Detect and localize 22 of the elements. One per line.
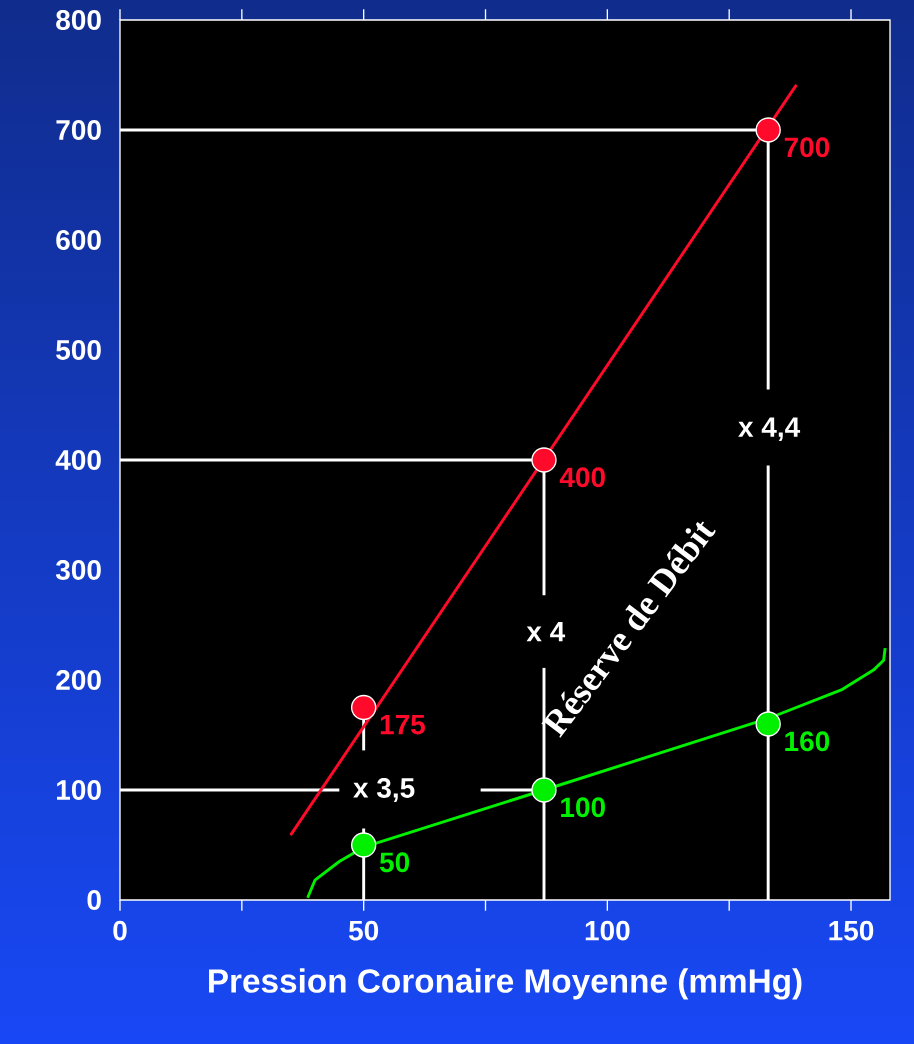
data-label: 50 xyxy=(379,852,410,873)
annotation: x 3,5 xyxy=(353,778,415,802)
annotation: x 4,4 xyxy=(738,417,801,441)
x-tick-label: 50 xyxy=(348,920,379,941)
data-label: 100 xyxy=(561,797,605,818)
x-axis-title: Pression Coronaire Moyenne (mmHg) xyxy=(209,968,802,1000)
y-tick-label: 400 xyxy=(55,450,101,470)
data-label: 400 xyxy=(559,467,605,488)
y-tick-label: 0 xyxy=(87,890,101,910)
y-tick-label: 500 xyxy=(56,340,101,360)
data-label: 160 xyxy=(785,731,830,752)
y-tick-label: 100 xyxy=(57,780,101,800)
data-label: 175 xyxy=(380,714,425,735)
x-tick-label: 0 xyxy=(113,920,127,941)
y-tick-label: 200 xyxy=(56,670,101,690)
y-tick-label: 600 xyxy=(56,230,101,250)
data-label: 700 xyxy=(784,137,830,158)
x-tick-label: 150 xyxy=(829,920,874,941)
y-tick-label: 800 xyxy=(56,10,101,30)
y-tick-label: 300 xyxy=(55,560,101,580)
y-tick-label: 700 xyxy=(56,120,101,140)
x-tick-label: 100 xyxy=(585,920,630,941)
